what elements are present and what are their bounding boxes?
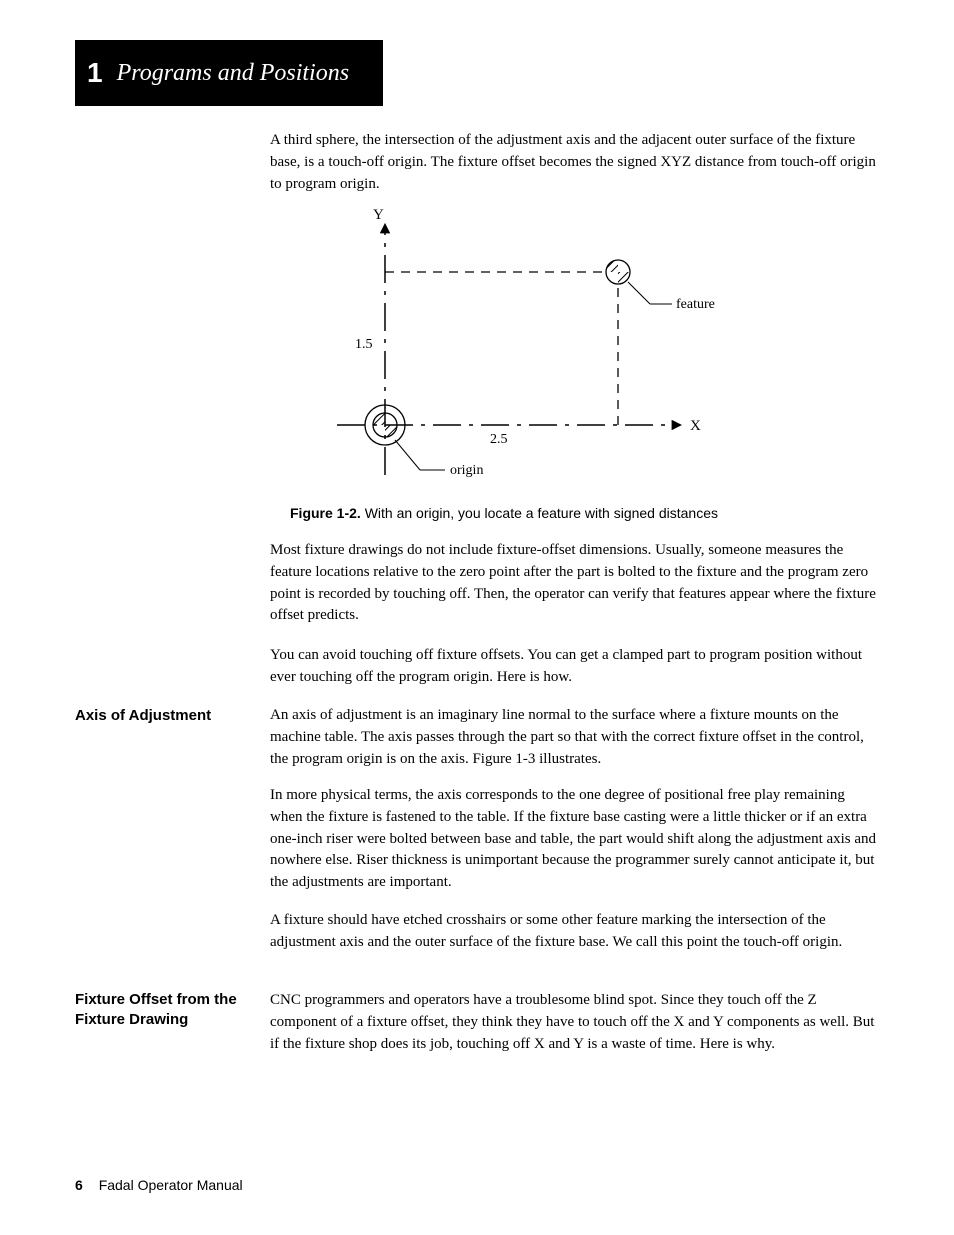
feature-label: feature (676, 295, 715, 315)
axis-paragraph-1: An axis of adjustment is an imaginary li… (270, 705, 880, 770)
fixture-paragraph-1: CNC programmers and operators have a tro… (270, 990, 880, 1055)
fixture-heading: Fixture Offset from the Fixture Drawing (75, 990, 245, 1029)
figure-caption: Figure 1-2. With an origin, you locate a… (290, 503, 718, 523)
origin-leader-1 (395, 440, 420, 470)
coordinate-diagram (0, 0, 954, 540)
footer: 6 Fadal Operator Manual (75, 1177, 243, 1193)
axis-paragraph-2: In more physical terms, the axis corresp… (270, 785, 880, 894)
feature-leader-1 (628, 282, 650, 304)
origin-label: origin (450, 461, 483, 481)
x-axis-label: X (690, 416, 701, 438)
intro-paragraph-2: Most fixture drawings do not include fix… (270, 540, 880, 627)
x-value-label: 2.5 (490, 430, 508, 450)
feature-quadrant-ul (606, 260, 618, 272)
figure-number: Figure 1-2. (290, 505, 361, 521)
origin-quadrant-ul (373, 413, 385, 425)
axis-heading: Axis of Adjustment (75, 705, 211, 727)
intro-paragraph-3: You can avoid touching off fixture offse… (270, 645, 880, 689)
footer-text: Fadal Operator Manual (99, 1177, 243, 1193)
y-axis-label: Y (373, 205, 384, 227)
axis-paragraph-3: A fixture should have etched crosshairs … (270, 910, 880, 954)
figure-caption-text: With an origin, you locate a feature wit… (365, 505, 718, 521)
page-number: 6 (75, 1177, 83, 1193)
origin-quadrant-lr (385, 425, 397, 437)
y-value-label: 1.5 (355, 335, 373, 355)
